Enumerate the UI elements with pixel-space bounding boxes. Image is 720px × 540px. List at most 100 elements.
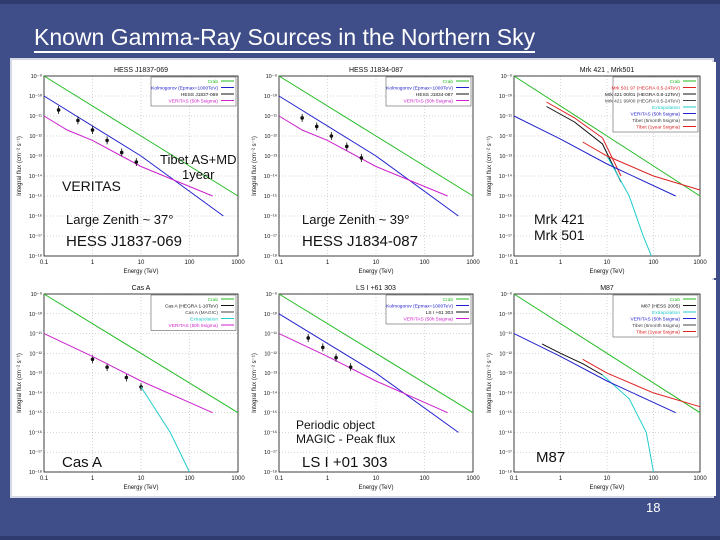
series-line (278, 115, 448, 197)
x-tick-label: 1 (326, 260, 330, 266)
data-point (320, 345, 325, 350)
x-tick-label: 1 (559, 476, 563, 482)
y-tick-label: 10⁻⁹ (501, 73, 512, 80)
y-axis-label: Integral flux (cm⁻² s⁻¹) (17, 353, 23, 413)
x-axis-label: Energy (TeV) (123, 485, 158, 491)
y-tick-label: 10⁻¹⁷ (499, 233, 512, 240)
y-tick-label: 10⁻⁹ (31, 291, 42, 298)
y-tick-label: 10⁻¹⁸ (29, 469, 42, 476)
legend-entry: Extrapolation (652, 310, 680, 316)
y-tick-label: 10⁻¹⁷ (29, 233, 42, 240)
x-tick-label: 10 (373, 260, 380, 266)
plot-frame (513, 293, 701, 473)
x-tick-label: 10 (138, 476, 145, 482)
data-point (306, 336, 310, 340)
chart-mrk: Mrk 421 , Mrk501 10⁻¹⁸ 10⁻¹⁷ 10⁻¹⁶ 10⁻¹⁵ 10⁻¹… (487, 67, 707, 275)
legend-entry: Tibet (1year 5sigma) (636, 125, 680, 131)
series-line (43, 293, 239, 414)
y-tick-label: 10⁻¹² (264, 351, 277, 357)
y-tick-label: 10⁻¹⁷ (264, 449, 277, 456)
legend-entry: Mrk 421 99/00 (HEGRA 0.5-24TeV) (605, 99, 681, 105)
y-tick-label: 10⁻¹³ (264, 371, 277, 377)
chart-hess-j1834: HESS J1834-087 10⁻¹⁸ 10⁻¹⁷ 10⁻¹⁶ 10⁻¹⁵ 10⁻¹⁴ 1… (252, 67, 480, 275)
y-tick-label: 10⁻¹⁴ (29, 390, 43, 397)
data-point (119, 150, 124, 155)
data-point (76, 118, 80, 123)
series-line (513, 333, 676, 414)
y-axis-label: Integral flux (cm⁻² s⁻¹) (487, 353, 493, 413)
y-tick-label: 10⁻¹⁰ (264, 93, 278, 100)
x-tick-label: 10 (604, 260, 611, 266)
y-tick-label: 10⁻¹³ (499, 154, 512, 160)
chart-cas-a: Cas A 10⁻¹⁸ 10⁻¹⁷ 10⁻¹⁶ 10⁻¹⁵ 10⁻¹⁴ 10⁻¹³ 10⁻¹²… (17, 285, 245, 491)
x-tick-label: 100 (648, 260, 659, 266)
legend-entry: Kolmogorov (Epmax=1000TeV) (386, 86, 453, 92)
y-tick-label: 10⁻¹¹ (499, 114, 512, 120)
plot-frame (513, 75, 701, 257)
x-tick-label: 1 (559, 260, 563, 266)
x-tick-label: 0.1 (40, 476, 49, 482)
legend-entry: Kolmogorov (Epmax=1000TeV) (386, 304, 453, 310)
y-tick-label: 10⁻¹¹ (499, 332, 512, 338)
y-tick-label: 10⁻⁹ (501, 291, 512, 298)
y-tick-label: 10⁻¹⁶ (499, 429, 512, 436)
label-mrk: Mrk 421 Mrk 501 (534, 211, 585, 244)
x-tick-label: 100 (419, 476, 430, 482)
chart-title: Mrk 421 , Mrk501 (580, 67, 635, 74)
y-tick-label: 10⁻¹⁴ (264, 173, 278, 180)
bottom-band (0, 536, 720, 540)
y-axis-label: Integral flux (cm⁻² s⁻¹) (17, 136, 23, 196)
x-tick-label: 1000 (466, 476, 480, 482)
y-tick-label: 10⁻¹⁴ (499, 390, 513, 397)
x-tick-label: 100 (648, 476, 659, 482)
page-number: 18 (646, 500, 661, 515)
series-line (278, 95, 459, 217)
y-tick-label: 10⁻¹⁷ (29, 449, 42, 456)
label-m87: M87 (536, 449, 566, 466)
x-tick-label: 1000 (231, 260, 245, 266)
y-tick-label: 10⁻¹⁵ (264, 193, 277, 200)
y-tick-label: 10⁻¹³ (499, 371, 512, 377)
data-point (314, 124, 319, 129)
y-tick-label: 10⁻¹⁶ (29, 213, 42, 220)
series-line (278, 313, 459, 433)
label-hess-j1837: HESS J1837-069 (66, 233, 182, 250)
figure-frame: HESS J1837-069 10⁻¹⁸ 10⁻¹⁷ 10⁻¹⁶ 10⁻¹⁵ 10⁻¹⁴ 1… (10, 58, 716, 498)
chart-m87: M8710⁻¹⁸10⁻¹⁷10⁻¹⁶10⁻¹⁵10⁻¹⁴10⁻¹³10⁻¹²10… (487, 285, 707, 491)
data-point (105, 138, 109, 143)
legend-entry: Crab (208, 79, 219, 85)
y-tick-label: 10⁻¹⁰ (499, 93, 513, 100)
legend-box (150, 76, 237, 107)
data-point (348, 365, 353, 369)
label-ls-i: LS I +01 303 (302, 454, 388, 471)
legend-entry: Tibet (5month 5sigma) (632, 118, 680, 124)
chart-title: LS I +61 303 (356, 285, 396, 292)
plot-frame (278, 293, 474, 473)
y-tick-label: 10⁻¹⁵ (499, 410, 512, 417)
series-line (43, 75, 239, 197)
legend-entry: Crab (443, 297, 454, 303)
label-zenith-37: Large Zenith ~ 37° (66, 212, 174, 227)
y-tick-label: 10⁻¹⁶ (264, 429, 277, 436)
x-tick-label: 100 (184, 476, 195, 482)
x-tick-label: 0.1 (275, 260, 284, 266)
series-line (546, 101, 622, 177)
series-line (278, 333, 448, 414)
data-point (359, 156, 364, 160)
label-zenith-39: Large Zenith ~ 39° (302, 212, 410, 227)
top-band (0, 0, 720, 4)
x-axis-label: Energy (TeV) (358, 485, 393, 491)
y-tick-label: 10⁻¹⁵ (29, 410, 42, 417)
legend-entry: Mrk 421 00/01 (HEGRA 0.8-12TeV) (605, 92, 681, 98)
label-cas-a: Cas A (62, 454, 103, 471)
series-line (513, 115, 676, 197)
y-tick-label: 10⁻¹⁶ (29, 429, 42, 436)
y-axis-label: Integral flux (cm⁻² s⁻¹) (487, 136, 493, 196)
y-tick-label: 10⁻¹³ (264, 154, 277, 160)
legend-entry: VERITAS (50h 5sigma) (169, 99, 219, 105)
legend-box (612, 294, 699, 338)
series-line (541, 343, 603, 376)
series-line (278, 75, 474, 197)
legend-entry: VERITAS (50h 5sigma) (631, 112, 681, 118)
chart-title: Cas A (132, 285, 151, 292)
